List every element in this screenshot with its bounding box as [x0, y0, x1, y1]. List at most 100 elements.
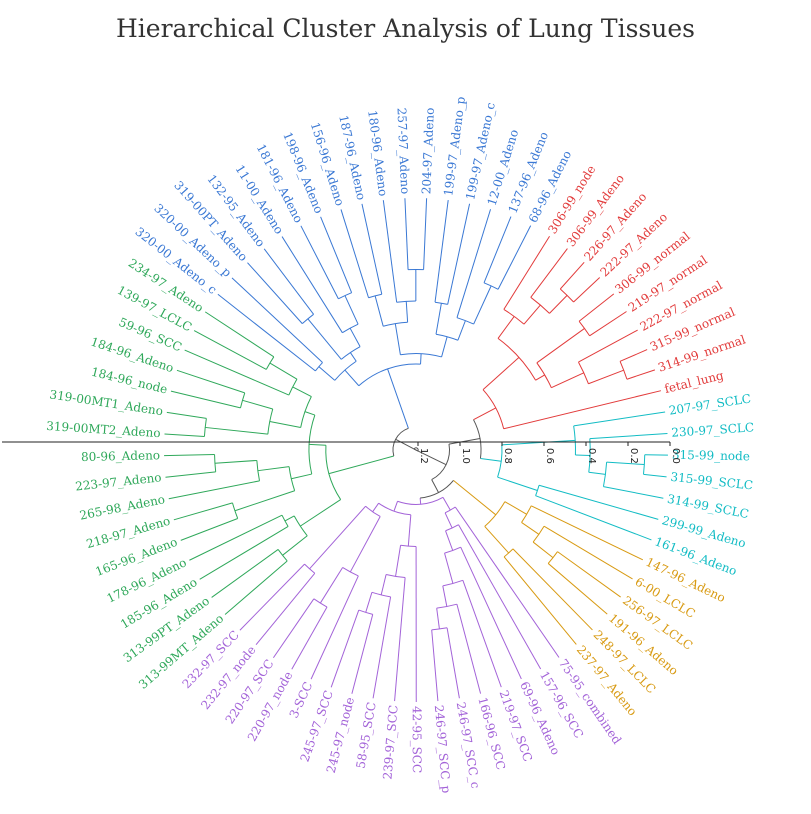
dendrogram-branch — [184, 349, 290, 396]
leaf-label: 319-00MT2_Adeno — [46, 419, 161, 440]
dendrogram-branch — [344, 369, 360, 387]
dendrogram-branch — [349, 327, 361, 347]
dendrogram-branch — [173, 502, 233, 521]
dendrogram-branch — [512, 548, 593, 631]
leaf-label: 3-SCC — [287, 680, 316, 721]
dendrogram-branch — [164, 454, 215, 457]
dendrogram-branch — [536, 328, 585, 364]
dendrogram-branch — [473, 285, 492, 325]
dendrogram-branch — [473, 407, 497, 421]
dendrogram-branch — [239, 563, 305, 631]
dendrogram-branch — [282, 535, 308, 556]
dendrogram-branch — [444, 512, 453, 529]
dendrogram-branch — [300, 225, 339, 299]
dendrogram-arc — [442, 579, 464, 587]
dendrogram-branch — [445, 530, 454, 551]
dendrogram-arc — [265, 356, 275, 370]
dendrogram-branch — [442, 497, 451, 511]
leaf-label: 246-97_SCC_c — [454, 701, 483, 790]
dendrogram-branch — [530, 248, 568, 298]
leaf-label: 199-97_Adeno_p — [441, 95, 468, 197]
dendrogram-branch — [497, 316, 515, 339]
dendrogram-branch — [551, 372, 584, 389]
dendrogram-branch — [318, 366, 336, 381]
dendrogram-arc — [400, 544, 417, 548]
leaf-label: 315-99_SCLC — [670, 470, 754, 493]
dendrogram-branch — [204, 311, 275, 358]
dendrogram-branch — [523, 304, 541, 325]
axis-tick-label: 0.8 — [502, 448, 513, 464]
dendrogram-branch — [559, 261, 585, 290]
dendrogram-branch — [291, 606, 328, 670]
dendrogram-branch — [168, 480, 260, 500]
dendrogram-arc — [578, 320, 591, 337]
dendrogram-arc — [445, 524, 459, 532]
dendrogram-branch — [497, 225, 532, 290]
leaf-label: 315-99_node — [672, 448, 750, 464]
dendrogram-branch — [532, 541, 554, 559]
dendrogram-branch — [404, 198, 409, 270]
dendrogram-branch — [361, 203, 383, 295]
dendrogram-arc — [256, 460, 261, 481]
dendrogram-arc — [342, 567, 359, 577]
dendrogram-arc — [444, 546, 461, 554]
dendrogram-branch — [483, 216, 512, 283]
dendrogram-arc — [277, 549, 288, 562]
dendrogram-branch — [205, 426, 268, 435]
dendrogram-branch — [374, 295, 384, 327]
leaf-label: 80-96_Adeno — [81, 448, 160, 464]
dendrogram-branch — [165, 471, 216, 478]
dendrogram-arc — [334, 360, 357, 381]
dendrogram-branch — [387, 368, 409, 429]
dendrogram-branch — [234, 490, 295, 512]
dendrogram-arc — [304, 563, 316, 574]
dendrogram-branch — [224, 560, 288, 615]
dendrogram-branch — [530, 505, 644, 561]
dendrogram-branch — [547, 563, 608, 615]
dendrogram-branch — [538, 484, 659, 520]
dendrogram-branch — [420, 353, 422, 365]
axis-tick-label: 1.0 — [460, 448, 471, 464]
dendrogram-branch — [423, 198, 428, 270]
dendrogram-branch — [340, 209, 370, 298]
dendrogram-branch — [309, 505, 366, 570]
dendrogram-branch — [535, 374, 545, 381]
dendrogram-branch — [543, 525, 633, 580]
dendrogram-branch — [214, 459, 257, 464]
dendrogram-branch — [504, 501, 527, 515]
dendrogram-arc — [385, 573, 406, 579]
dendrogram-branch — [606, 461, 645, 466]
dendrogram-branch — [284, 515, 295, 522]
chart-title: Hierarchical Cluster Analysis of Lung Ti… — [116, 14, 695, 43]
dendrogram-branch — [365, 592, 373, 613]
dendrogram-branch — [255, 572, 316, 646]
leaf-label: 246-97_SCC_p — [432, 704, 454, 794]
dendrogram-arc — [503, 548, 514, 558]
dendrogram-branch — [170, 390, 241, 409]
dendrogram-branch — [304, 411, 316, 416]
dendrogram-branch — [272, 598, 315, 659]
dendrogram-branch — [521, 522, 540, 535]
dendrogram-branch — [291, 473, 312, 480]
dendrogram-branch — [349, 516, 381, 573]
dendrogram-branch — [382, 200, 398, 303]
dendrogram-branch — [344, 295, 359, 325]
dendrogram-branch — [484, 526, 509, 554]
dendrogram-branch — [497, 476, 538, 491]
dendrogram-branch — [199, 526, 289, 580]
dendrogram-arc — [288, 378, 298, 396]
dendrogram-branch — [193, 330, 267, 370]
dendrogram-branch — [395, 545, 402, 577]
dendrogram-branch — [257, 466, 290, 472]
dendrogram-branch — [307, 318, 342, 360]
dendrogram-branch — [435, 303, 442, 335]
dendrogram-branch — [431, 629, 439, 702]
dendrogram-branch — [310, 575, 359, 680]
dendrogram-arc — [397, 496, 444, 505]
dendrogram-branch — [457, 320, 466, 341]
dendrogram-branch — [164, 433, 205, 438]
dendrogram-branch — [319, 567, 344, 604]
dendrogram-arc — [588, 438, 591, 473]
dendrogram-branch — [351, 614, 374, 694]
